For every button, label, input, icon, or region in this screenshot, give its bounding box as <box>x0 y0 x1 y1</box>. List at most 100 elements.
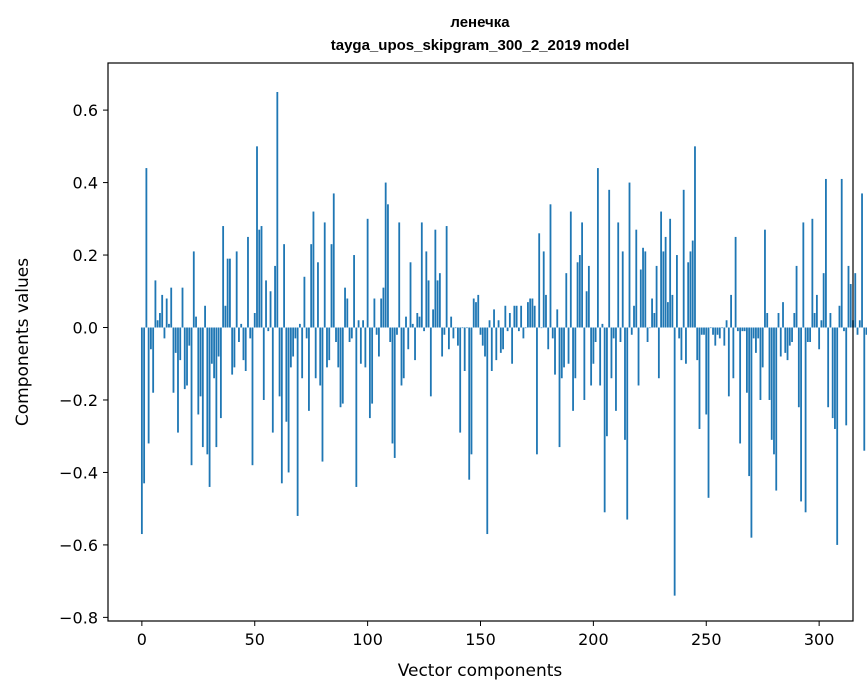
bar-84 <box>330 244 333 328</box>
bar-209 <box>612 327 615 339</box>
bar-169 <box>522 327 525 339</box>
bar-297 <box>811 218 814 328</box>
x-axis-label: Vector components <box>398 661 563 681</box>
bar-218 <box>633 305 635 328</box>
bar-58 <box>271 327 274 433</box>
bar-81 <box>323 222 326 328</box>
bar-15 <box>174 327 177 353</box>
bar-167 <box>517 327 520 332</box>
bar-175 <box>536 327 538 455</box>
bar-205 <box>603 327 606 513</box>
bar-60 <box>276 91 279 328</box>
bar-199 <box>590 327 593 386</box>
x-tick-label: 300 <box>804 630 835 649</box>
bar-281 <box>775 327 778 491</box>
bar-66 <box>289 327 292 368</box>
bar-270 <box>750 327 753 538</box>
bar-279 <box>770 327 773 440</box>
bar-44 <box>240 323 243 328</box>
bar-155 <box>490 327 493 371</box>
bar-40 <box>231 327 234 375</box>
bar-6 <box>154 280 157 328</box>
bar-148 <box>475 302 477 328</box>
bar-247 <box>698 327 701 429</box>
bar-319 <box>861 193 863 328</box>
bar-140 <box>457 327 459 346</box>
bar-31 <box>210 327 213 364</box>
bar-125 <box>423 327 425 332</box>
bar-166 <box>515 305 518 328</box>
bar-67 <box>292 327 295 357</box>
bar-249 <box>703 327 705 335</box>
bar-80 <box>321 327 324 462</box>
bar-102 <box>371 327 374 404</box>
bar-88 <box>339 327 342 408</box>
bar-137 <box>450 316 453 328</box>
bar-201 <box>594 327 597 342</box>
y-axis-label: Components values <box>13 258 33 426</box>
bar-57 <box>269 291 272 328</box>
bar-156 <box>493 309 495 328</box>
bar-207 <box>608 189 611 328</box>
bar-133 <box>441 327 444 357</box>
bar-180 <box>547 327 550 350</box>
bar-38 <box>226 258 229 328</box>
bar-51 <box>256 146 258 328</box>
bar-43 <box>238 327 240 342</box>
plot-frame <box>107 62 854 622</box>
bar-245 <box>694 146 696 328</box>
bar-177 <box>540 327 543 329</box>
bar-160 <box>502 327 504 350</box>
bar-197 <box>585 291 588 328</box>
y-tick-label: 0.0 <box>73 319 98 338</box>
bar-68 <box>294 327 297 339</box>
bar-96 <box>357 320 360 328</box>
bar-312 <box>845 327 848 426</box>
bar-85 <box>332 193 335 328</box>
bar-272 <box>755 327 757 353</box>
bar-299 <box>815 294 818 328</box>
bar-0 <box>140 327 143 535</box>
bar-146 <box>470 327 473 455</box>
bar-120 <box>411 323 414 328</box>
bar-112 <box>393 327 396 458</box>
bar-107 <box>382 287 385 328</box>
bar-104 <box>375 327 378 335</box>
bar-29 <box>206 327 209 455</box>
bar-164 <box>511 327 514 364</box>
bar-287 <box>788 327 791 346</box>
bar-196 <box>583 327 586 400</box>
y-tick-label: −0.8 <box>59 608 98 627</box>
bar-243 <box>689 251 692 328</box>
x-tick-label: 50 <box>245 630 265 649</box>
bar-21 <box>188 327 191 346</box>
bar-171 <box>527 302 529 328</box>
bar-136 <box>447 327 450 350</box>
bar-74 <box>308 327 310 411</box>
bar-307 <box>834 327 836 429</box>
bar-142 <box>461 327 464 329</box>
bar-262 <box>732 327 735 379</box>
bar-71 <box>301 327 304 379</box>
bar-251 <box>707 327 710 498</box>
bar-246 <box>696 327 699 361</box>
bar-216 <box>628 182 631 328</box>
bar-271 <box>752 327 755 339</box>
bar-221 <box>639 269 642 328</box>
bar-240 <box>682 189 685 328</box>
bar-191 <box>572 327 574 411</box>
bar-154 <box>488 320 491 328</box>
bar-178 <box>542 251 545 328</box>
bar-23 <box>192 251 195 328</box>
bar-87 <box>337 327 340 368</box>
bar-157 <box>495 327 498 361</box>
bar-147 <box>472 298 475 328</box>
bar-313 <box>847 265 850 328</box>
bar-86 <box>335 327 337 342</box>
bar-134 <box>443 327 446 335</box>
bar-232 <box>664 236 667 328</box>
bar-33 <box>215 327 218 448</box>
bar-72 <box>303 276 306 328</box>
bar-233 <box>666 302 669 328</box>
bar-56 <box>267 327 270 332</box>
